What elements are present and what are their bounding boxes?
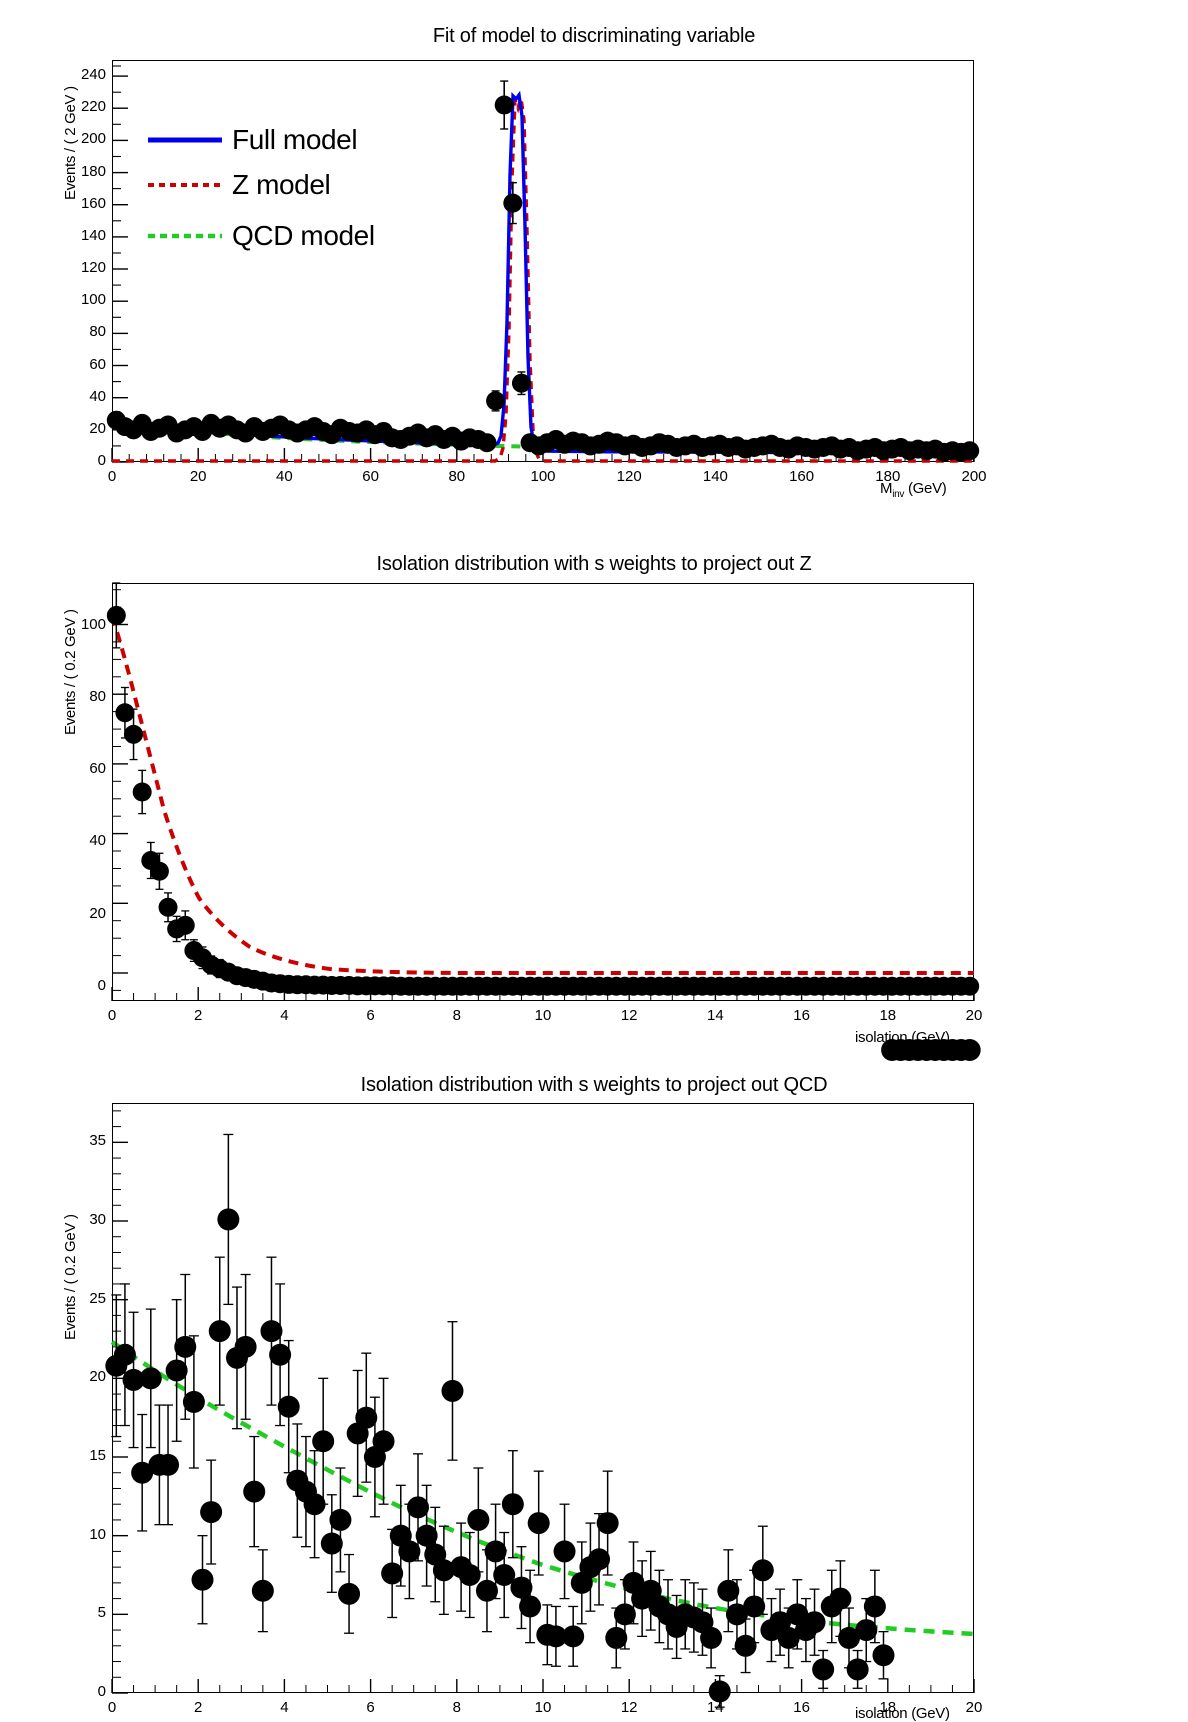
tick-label: 160 (789, 468, 815, 485)
tick-label: 12 (620, 1699, 638, 1716)
tick-label: 180 (80, 162, 106, 180)
tick-label: 35 (89, 1132, 106, 1150)
tick-label: 160 (80, 194, 106, 212)
xlabel-sub: inv (892, 489, 905, 500)
tick-label: 120 (616, 468, 642, 485)
tick-label: 20 (965, 1699, 983, 1716)
xlabel-main: M (880, 480, 893, 497)
tick-label: 80 (89, 688, 106, 706)
tick-label: 18 (879, 1007, 897, 1024)
tick-label: 200 (80, 130, 106, 148)
tick-label: 4 (280, 1007, 289, 1024)
tick-label: 120 (80, 259, 106, 277)
tick-label: 0 (97, 976, 106, 994)
panel-iso-qcd-graphics (105, 1039, 981, 1708)
tick-label: 140 (80, 226, 106, 244)
iso-z-data-points (106, 582, 980, 996)
tick-label: 240 (80, 66, 106, 84)
tick-label: 60 (362, 468, 379, 485)
tick-label: 16 (793, 1699, 810, 1716)
tick-label: 100 (530, 468, 556, 485)
legend-label-qcd-model: QCD model (232, 220, 375, 251)
tick-label: 15 (89, 1447, 106, 1464)
tick-label: 40 (89, 387, 106, 405)
tick-label: 0 (97, 1683, 106, 1700)
tick-label: 0 (107, 468, 117, 485)
tick-label: 30 (89, 1211, 106, 1228)
tick-label: 20 (965, 1007, 983, 1024)
tick-label: 20 (189, 468, 207, 485)
tick-label: 80 (89, 323, 106, 341)
tick-label: 20 (89, 904, 106, 922)
tick-label: 10 (534, 1699, 552, 1716)
tick-label: 2 (194, 1699, 203, 1716)
legend-label-full-model: Full model (232, 124, 358, 155)
tick-label: 20 (89, 1368, 106, 1386)
tick-label: 80 (448, 468, 466, 485)
tick-label: 5 (97, 1604, 106, 1622)
legend-label-z-model: Z model (232, 169, 331, 200)
mass-fit-data-points (106, 80, 980, 462)
tick-label: 14 (707, 1699, 724, 1716)
tick-label: 0 (107, 1699, 117, 1716)
tick-label: 0 (107, 1007, 117, 1024)
tick-label: 10 (534, 1007, 552, 1024)
panel-iso-qcd: Isolation distribution with s weights to… (0, 1039, 1188, 1722)
tick-label: 10 (89, 1525, 106, 1543)
xlabel-tail: (GeV) (904, 480, 947, 497)
tick-label: 18 (879, 1699, 897, 1716)
tick-label: 14 (707, 1007, 724, 1024)
tick-label: 8 (452, 1007, 461, 1024)
iso-qcd-data-points (105, 1039, 981, 1708)
tick-label: 6 (366, 1699, 375, 1716)
tick-label: 180 (875, 468, 901, 485)
panel-mass-fit: Fit of model to discriminating variable … (0, 0, 1188, 520)
tick-label: 0 (97, 452, 106, 469)
panel-iso-z: Isolation distribution with s weights to… (0, 520, 1188, 1080)
panel-iso-z-title: Isolation distribution with s weights to… (376, 553, 812, 575)
tick-label: 60 (89, 760, 106, 778)
tick-label: 100 (80, 291, 106, 309)
iso-z-model-curve (110, 615, 974, 975)
tick-label: 20 (89, 419, 106, 437)
panel-iso-z-graphics (106, 582, 980, 1001)
tick-label: 200 (961, 468, 987, 485)
tick-label: 40 (89, 832, 106, 850)
tick-label: 220 (80, 98, 106, 116)
tick-label: 12 (620, 1007, 638, 1024)
tick-label: 8 (452, 1699, 461, 1716)
panel-mass-fit-graphics (106, 65, 980, 463)
tick-label: 100 (80, 616, 106, 634)
tick-label: 40 (276, 468, 293, 485)
tick-label: 16 (793, 1007, 810, 1024)
panel-mass-fit-xlabel: Minv (GeV) (880, 480, 947, 500)
panel-mass-fit-frame (112, 60, 974, 462)
tick-label: 140 (702, 468, 728, 485)
legend-mass-fit (148, 137, 222, 239)
tick-label: 2 (194, 1007, 203, 1024)
iso-z-axis-ticks (111, 589, 975, 1001)
panel-iso-qcd-title: Isolation distribution with s weights to… (360, 1074, 828, 1096)
tick-label: 6 (366, 1007, 375, 1024)
panel-mass-fit-title: Fit of model to discriminating variable (432, 25, 756, 47)
tick-label: 4 (280, 1699, 289, 1716)
panel-iso-z-frame (112, 583, 974, 1001)
tick-label: 25 (89, 1289, 106, 1307)
tick-label: 60 (89, 355, 106, 373)
